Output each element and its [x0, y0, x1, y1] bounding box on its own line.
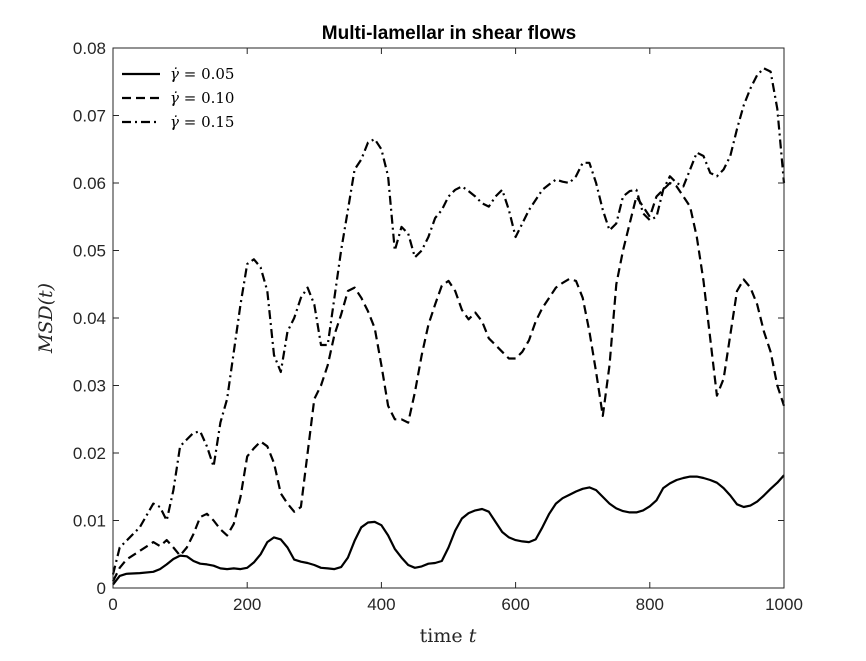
- y-tick-label: 0.07: [73, 107, 106, 126]
- series-layer: [111, 67, 786, 586]
- x-tick-label: 1000: [765, 595, 803, 614]
- y-tick-label: 0.03: [73, 377, 106, 396]
- legend: γ̇ = 0.05 γ̇ = 0.10 γ̇ = 0.15: [122, 65, 234, 131]
- chart-title: Multi-lamellar in shear flows: [322, 23, 576, 44]
- y-tick-label: 0: [97, 579, 106, 598]
- ticks-layer: 0 200 400 600 800 1000 0 0.01 0.02 0.03 0.04 0.05 0.…: [73, 39, 803, 614]
- legend-label-3: γ̇ = 0.15: [170, 113, 234, 131]
- series-line-3: [111, 67, 786, 575]
- y-axis-label: MSD(t): [35, 283, 57, 354]
- x-tick-label: 200: [233, 595, 261, 614]
- x-tick-label: 0: [108, 595, 117, 614]
- series-line-2: [112, 181, 786, 582]
- y-tick-label: 0.02: [73, 444, 106, 463]
- legend-label-1: γ̇ = 0.05: [170, 65, 234, 83]
- y-tick-label: 0.06: [73, 174, 106, 193]
- x-tick-label: 800: [636, 595, 664, 614]
- y-tick-label: 0.04: [73, 309, 106, 328]
- y-tick-label: 0.01: [73, 512, 106, 531]
- x-axis-label: time t: [420, 625, 477, 647]
- y-tick-label: 0.05: [73, 242, 106, 261]
- y-tick-label: 0.08: [73, 39, 106, 58]
- legend-label-2: γ̇ = 0.10: [170, 89, 234, 107]
- x-tick-label: 600: [501, 595, 529, 614]
- x-tick-label: 400: [367, 595, 395, 614]
- series-line-1: [112, 474, 785, 586]
